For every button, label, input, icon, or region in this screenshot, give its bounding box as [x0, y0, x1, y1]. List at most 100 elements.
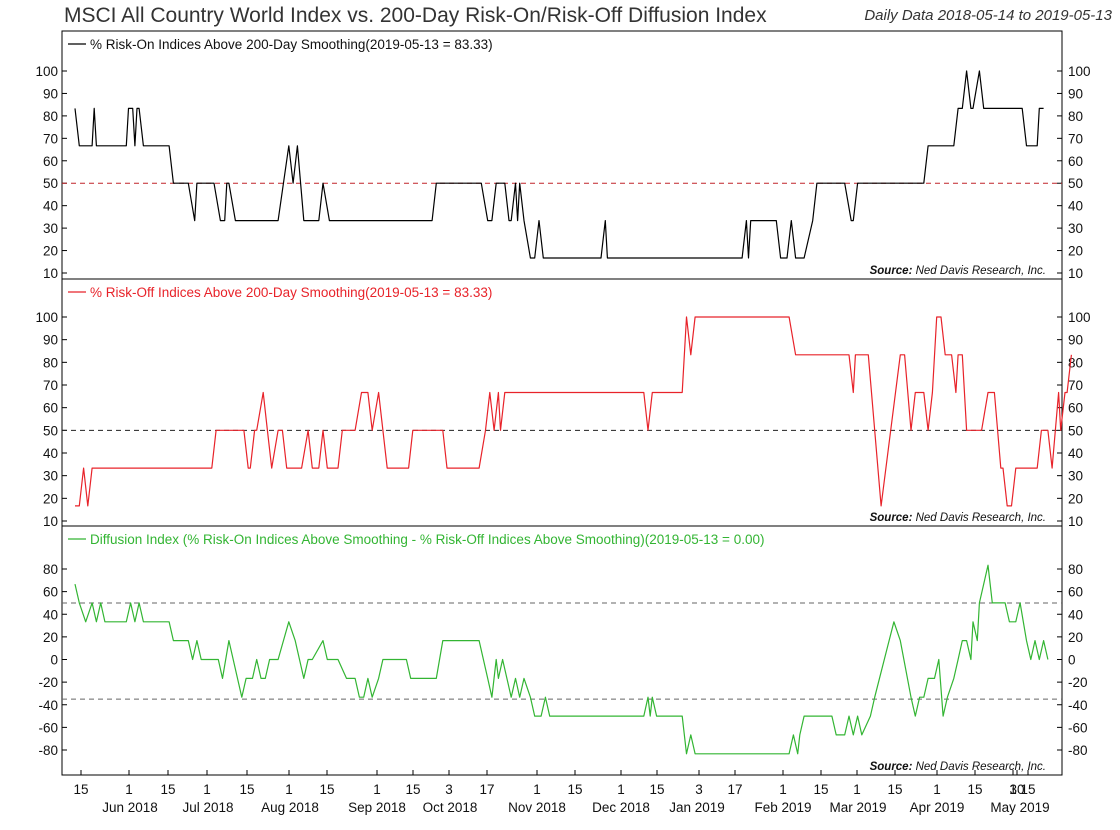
source-name: Ned Davis Research, Inc. [916, 761, 1046, 773]
y-tick-label-right: 30 [1068, 221, 1083, 236]
legend-label: % Risk-On Indices Above 200-Day Smoothin… [90, 37, 493, 52]
x-tick-label-month: Mar 2019 [829, 800, 886, 815]
y-tick-label-left: 0 [50, 653, 58, 668]
x-axis: 15 1 15 1 15 1 15 1 15 3 17 1 15 1 15 3 17 1 15 1 15 1 15 1 1530… [73, 770, 1050, 815]
y-tick-label-left: 50 [43, 176, 58, 191]
y-tick-label-right: 0 [1068, 653, 1076, 668]
diffusion-series-line [74, 564, 1049, 755]
x-tick-label-day: 15 [1020, 782, 1035, 797]
y-tick-label-right: 70 [1068, 131, 1083, 146]
x-tick-label-day: 1 [933, 782, 941, 797]
source-note: Source: Ned Davis Research, Inc. [870, 512, 1046, 524]
x-tick-label-day: 3 [695, 782, 703, 797]
x-tick-label-day: 15 [73, 782, 88, 797]
x-tick-label-day: 1 [779, 782, 787, 797]
y-tick-label-left: 20 [43, 491, 58, 506]
y-tick-label-right: 80 [1068, 109, 1083, 124]
y-tick-label-left: 70 [43, 378, 58, 393]
x-tick-label-day: 15 [649, 782, 664, 797]
source-label: Source: [870, 761, 916, 773]
x-tick-label-day: 15 [160, 782, 175, 797]
y-tick-label-right: -60 [1068, 720, 1088, 735]
y-tick-label-left: 40 [43, 199, 58, 214]
y-tick-label-right: -40 [1068, 698, 1088, 713]
y-tick-label-right: 10 [1068, 266, 1083, 281]
y-tick-label-right: 70 [1068, 378, 1083, 393]
y-tick-label-right: 40 [1068, 607, 1083, 622]
x-tick-label-day: 15 [567, 782, 582, 797]
y-tick-label-left: 10 [43, 266, 58, 281]
y-tick-label-right: 10 [1068, 514, 1083, 529]
y-tick-label-right: 60 [1068, 154, 1083, 169]
x-tick-label-day: 15 [887, 782, 902, 797]
x-tick-label-month: May 2019 [990, 800, 1049, 815]
y-tick-label-left: -60 [38, 720, 58, 735]
chart-title: MSCI All Country World Index vs. 200-Day… [64, 4, 767, 27]
y-tick-label-right: 40 [1068, 446, 1083, 461]
x-tick-label-day: 15 [405, 782, 420, 797]
y-tick-label-left: 20 [43, 630, 58, 645]
x-tick-label-day: 1 [285, 782, 293, 797]
y-tick-label-left: 80 [43, 562, 58, 577]
outer-frame [61, 30, 1063, 776]
y-tick-label-right: 60 [1068, 401, 1083, 416]
x-tick-label-day: 1 [533, 782, 541, 797]
y-tick-label-right: 20 [1068, 244, 1083, 259]
x-tick-label-month: Jul 2018 [182, 800, 233, 815]
y-tick-label-left: -20 [38, 675, 58, 690]
y-tick-label-right: 80 [1068, 562, 1083, 577]
x-tick-label-day: 3 [445, 782, 453, 797]
x-tick-label-day: 1 [617, 782, 625, 797]
diffusion-panel: -80 -80 -60 -60 -40 -40 -20 -20 0 0 20 20 40 40 60 60 80… [38, 532, 1087, 773]
x-tick-label-day: 1 [125, 782, 133, 797]
x-tick-label-month: Apr 2019 [910, 800, 965, 815]
y-tick-label-left: 90 [43, 86, 58, 101]
source-note: Source: Ned Davis Research, Inc. [870, 761, 1046, 773]
x-tick-label-month: Feb 2019 [754, 800, 811, 815]
x-tick-label-month: Nov 2018 [508, 800, 566, 815]
y-tick-label-left: 100 [35, 310, 58, 325]
y-tick-label-left: 50 [43, 423, 58, 438]
y-tick-label-right: 60 [1068, 585, 1083, 600]
x-tick-label-month: Sep 2018 [348, 800, 406, 815]
y-tick-label-right: 20 [1068, 491, 1083, 506]
x-tick-label-day: 1 [203, 782, 211, 797]
x-tick-label-day: 15 [319, 782, 334, 797]
x-tick-label-month: Jan 2019 [669, 800, 725, 815]
x-tick-label-day: 17 [479, 782, 494, 797]
x-tick-label-day: 30 [1009, 782, 1024, 797]
x-tick-label-month: Aug 2018 [261, 800, 319, 815]
y-tick-label-right: 80 [1068, 355, 1083, 370]
legend-label: Diffusion Index (% Risk-On Indices Above… [90, 532, 764, 547]
y-tick-label-left: 40 [43, 607, 58, 622]
y-tick-label-right: 100 [1068, 310, 1091, 325]
source-name: Ned Davis Research, Inc. [916, 265, 1046, 277]
y-tick-label-left: 90 [43, 333, 58, 348]
y-tick-label-right: 40 [1068, 199, 1083, 214]
y-tick-label-right: 90 [1068, 86, 1083, 101]
y-tick-label-left: 60 [43, 585, 58, 600]
y-tick-label-right: 50 [1068, 423, 1083, 438]
x-tick-label-day: 15 [239, 782, 254, 797]
risk-on-series-line [74, 70, 1044, 259]
y-tick-label-left: 10 [43, 514, 58, 529]
y-tick-label-right: -80 [1068, 743, 1088, 758]
y-tick-label-right: 30 [1068, 469, 1083, 484]
x-tick-label-month: Dec 2018 [592, 800, 650, 815]
y-tick-label-left: 40 [43, 446, 58, 461]
y-tick-label-left: 80 [43, 355, 58, 370]
y-tick-label-left: 60 [43, 401, 58, 416]
y-tick-label-right: 20 [1068, 630, 1083, 645]
x-tick-label-day: 17 [727, 782, 742, 797]
risk-off-series-line [75, 316, 1072, 507]
y-tick-label-left: 30 [43, 469, 58, 484]
x-tick-label-day: 1 [1009, 782, 1017, 797]
x-tick-label-day: 1 [853, 782, 861, 797]
y-tick-label-right: 100 [1068, 64, 1091, 79]
y-tick-label-left: -40 [38, 698, 58, 713]
y-tick-label-left: -80 [38, 743, 58, 758]
y-tick-label-left: 30 [43, 221, 58, 236]
y-tick-label-left: 80 [43, 109, 58, 124]
source-label: Source: [870, 512, 916, 524]
legend-label: % Risk-Off Indices Above 200-Day Smoothi… [90, 285, 492, 300]
